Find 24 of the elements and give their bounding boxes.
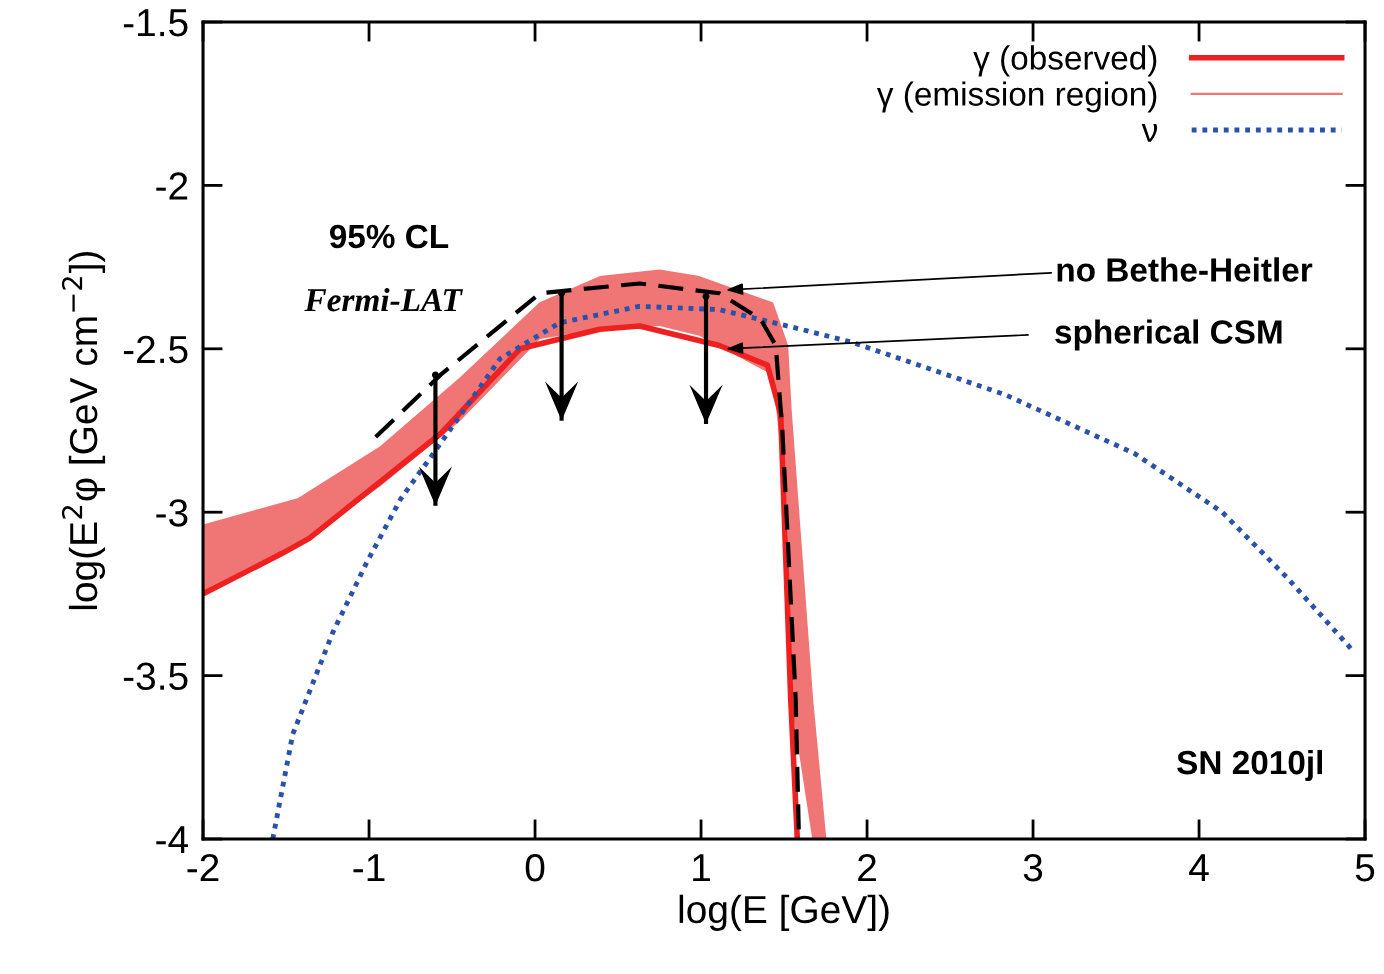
annotation: spherical CSM [1055, 319, 1282, 351]
x-tick-label: 3 [1023, 853, 1043, 882]
x-tick-label: -2 [187, 853, 219, 882]
y-tick-label: -4 [156, 826, 189, 854]
x-tick-label: 1 [693, 854, 710, 882]
x-tick-label: 0 [525, 853, 545, 882]
legend-label: γ (emission region) [876, 81, 1157, 113]
annotation: SN 2010jl [1177, 749, 1323, 782]
y-tick-label: -3 [156, 499, 188, 527]
x-tick-label: -1 [353, 854, 385, 882]
y-tick-label: -3.5 [123, 662, 188, 691]
x-tick-label: 5 [1355, 854, 1375, 882]
legend-label: γ (observed) [973, 45, 1157, 77]
y-tick-label: -2.5 [123, 335, 188, 364]
x-axis-title: log(E [GeV]) [679, 894, 889, 931]
y-tick-label: -1.5 [123, 9, 188, 37]
annotation: no Bethe-Heitler [1057, 257, 1313, 282]
legend-label: ν [1141, 124, 1158, 142]
annotation: 95% CL [329, 224, 449, 249]
annotation: Fermi-LAT [304, 287, 463, 312]
x-tick-label: 2 [858, 853, 876, 882]
x-tick-label: 4 [1189, 854, 1209, 882]
y-tick-label: -2 [156, 172, 188, 200]
y-axis-title: log(E$^{2}$φ [GeV cm$^{−2}$]) [61, 252, 106, 610]
